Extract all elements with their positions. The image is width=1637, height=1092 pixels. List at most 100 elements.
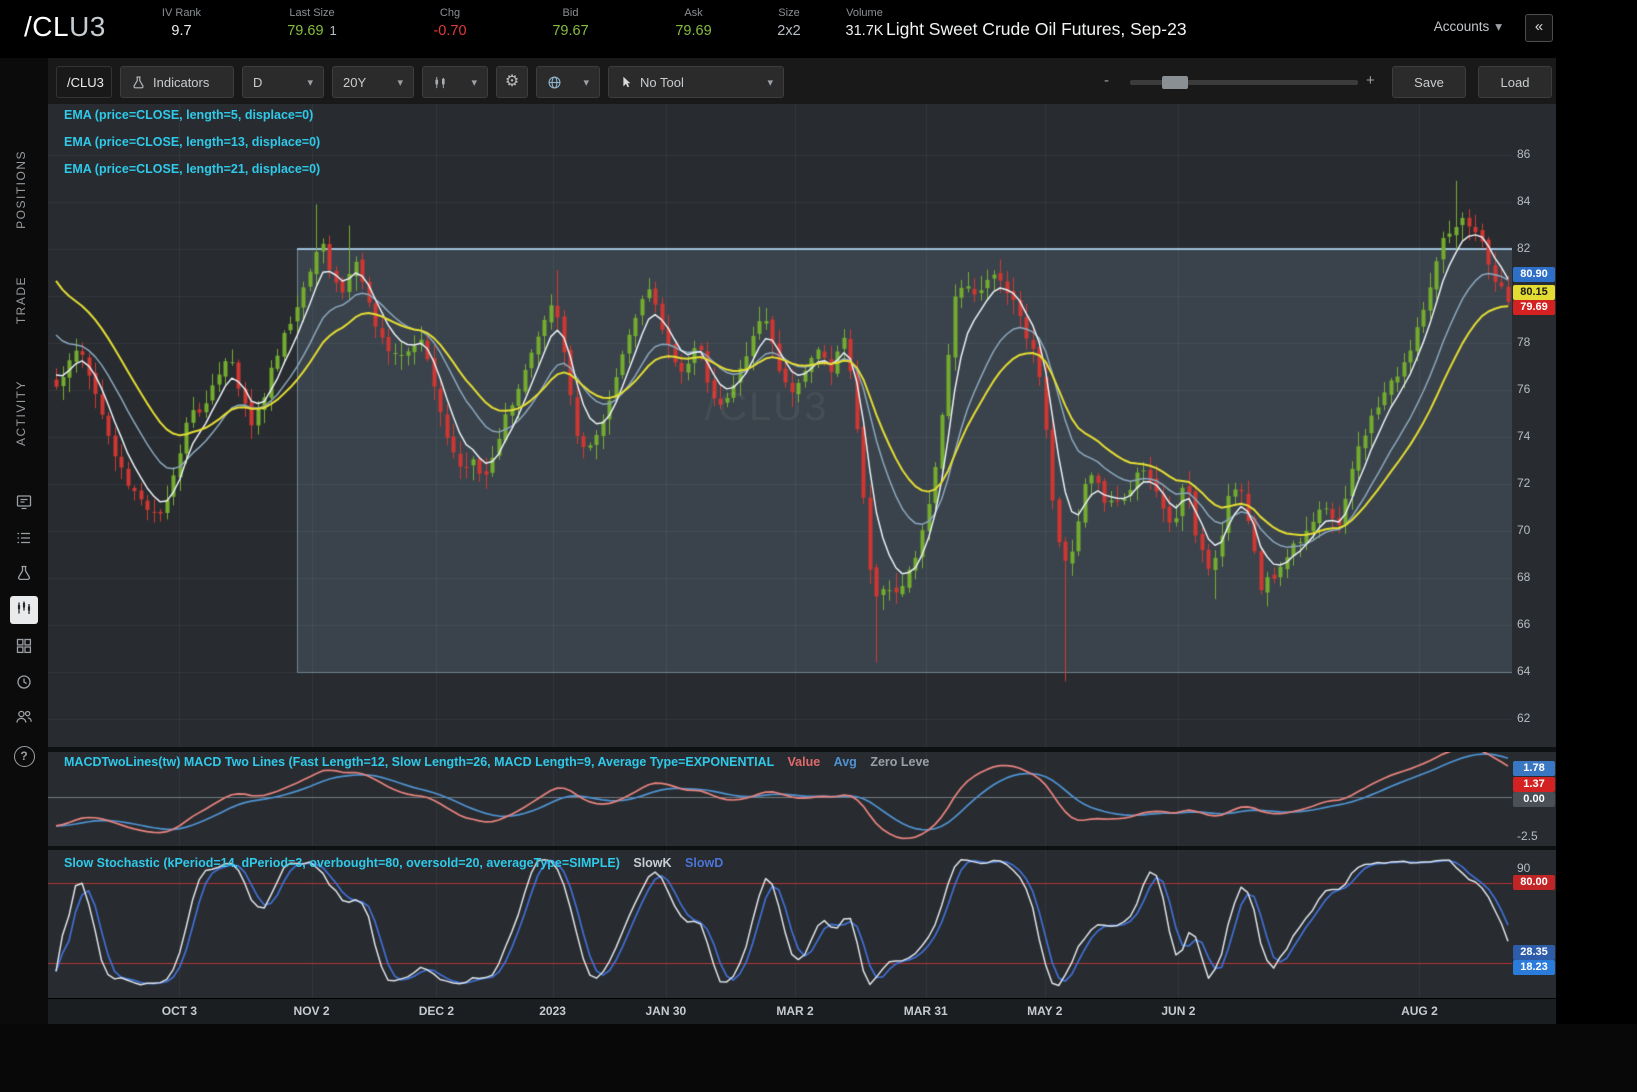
stochastic-title[interactable]: Slow Stochastic (kPeriod=14, dPeriod=3, … <box>64 856 620 870</box>
sidebar-community-button[interactable] <box>10 705 38 733</box>
bottom-band: ◂ ▸ ▸ <box>0 1024 1637 1092</box>
axis-value-badge: 1.37 <box>1513 776 1555 792</box>
quote-stat-value: 31.7K <box>845 23 884 39</box>
axis-tick-label: 82 <box>1517 241 1531 255</box>
zoom-slider-thumb[interactable] <box>1162 76 1188 89</box>
symbol-root: /CL <box>24 11 70 42</box>
zoom-slider[interactable] <box>1130 76 1358 89</box>
macd-legend-avg: Avg <box>833 755 857 769</box>
chevron-down-icon: ▾ <box>583 76 589 89</box>
quote-stats: IV Rank 9.7 Last Size 79.69 1 Chg -0.70 Bid 79.6… <box>130 7 906 39</box>
sidebar-dashboard-button[interactable] <box>10 634 38 662</box>
stochastic-chart-canvas[interactable] <box>48 850 1512 998</box>
ema-study-label[interactable]: EMA (price=CLOSE, length=5, displace=0) <box>64 108 314 122</box>
ema-study-label[interactable]: EMA (price=CLOSE, length=13, displace=0) <box>64 135 321 149</box>
quote-stat: Last Size 79.69 1 <box>233 7 391 39</box>
sidebar-orders-button[interactable] <box>10 526 38 554</box>
axis-value-badge: 1.78 <box>1513 761 1555 777</box>
collapse-icon: « <box>1534 18 1544 35</box>
quote-stat-label: Ask <box>684 7 703 19</box>
drawing-tool-dropdown[interactable]: No Tool ▾ <box>608 66 784 98</box>
ema-study-label[interactable]: EMA (price=CLOSE, length=21, displace=0) <box>64 162 321 176</box>
accounts-label: Accounts <box>1433 19 1490 34</box>
sidebar-help-button[interactable]: ? <box>10 742 38 770</box>
flask-icon <box>15 564 33 587</box>
quote-stat-label: Last Size <box>289 7 335 19</box>
load-button[interactable]: Load <box>1478 66 1552 98</box>
range-value: 20Y <box>343 74 367 90</box>
macd-axis[interactable]: -2.5 1.78 1.37 0.00 <box>1512 752 1556 846</box>
grid-icon <box>15 637 33 660</box>
axis-value-badge: 80.15 <box>1513 284 1555 300</box>
header-symbol[interactable]: /CLU3 <box>24 11 106 43</box>
time-axis-label: JAN 30 <box>645 1004 687 1018</box>
help-icon: ? <box>13 745 35 767</box>
left-sidebar: POSITIONS TRADE ACTIVITY ? <box>0 58 48 1092</box>
sidebar-charts-button[interactable] <box>10 596 38 624</box>
time-axis-label: AUG 2 <box>1401 1004 1438 1018</box>
macd-study-label: MACDTwoLines(tw) MACD Two Lines (Fast Le… <box>64 755 929 769</box>
stochastic-axis[interactable]: 90 80.00 28.35 18.23 <box>1512 850 1556 998</box>
range-dropdown[interactable]: 20Y ▾ <box>332 66 414 98</box>
flask-icon <box>131 75 146 90</box>
timeframe-value: D <box>253 74 263 90</box>
price-chart-canvas[interactable] <box>48 104 1512 747</box>
accounts-dropdown[interactable]: Accounts ▾ <box>1434 19 1502 35</box>
axis-value-badge: 80.90 <box>1513 267 1555 283</box>
candlestick-chart-icon <box>15 599 33 622</box>
sidebar-tab-trade[interactable]: TRADE <box>14 276 28 325</box>
quote-stat: IV Rank 9.7 <box>130 7 233 39</box>
panel-divider[interactable] <box>48 846 1556 850</box>
time-axis-label: MAY 2 <box>1027 1004 1063 1018</box>
quote-stat-value: 79.69 <box>675 23 712 39</box>
save-button[interactable]: Save <box>1392 66 1466 98</box>
time-axis[interactable]: OCT 3 NOV 2 DEC 2 2023 JAN 30 MAR 2 MAR 31 MAY … <box>48 998 1556 1024</box>
indicators-button[interactable]: Indicators <box>120 66 234 98</box>
panel-divider[interactable] <box>48 747 1556 752</box>
axis-value-badge: 80.00 <box>1513 875 1555 891</box>
collapse-panel-button[interactable]: « <box>1525 14 1553 42</box>
zoom-out-button[interactable]: - <box>1104 72 1109 89</box>
chart-settings-button[interactable]: ⚙ <box>496 66 528 98</box>
header: /CLU3 IV Rank 9.7 Last Size 79.69 1 Chg -0.70 B… <box>0 0 1637 58</box>
axis-tick-label: 66 <box>1517 617 1531 631</box>
chart-style-dropdown[interactable]: ▾ <box>536 66 600 98</box>
candlestick-icon <box>433 75 448 90</box>
axis-tick-label: 84 <box>1517 194 1531 208</box>
time-axis-label: MAR 31 <box>903 1004 948 1018</box>
sidebar-history-button[interactable] <box>10 670 38 698</box>
axis-tick-label: 90 <box>1517 861 1531 876</box>
quote-stat-value: 9.7 <box>171 23 192 39</box>
sidebar-tab-activity[interactable]: ACTIVITY <box>14 380 28 447</box>
axis-tick-label: 76 <box>1517 382 1531 396</box>
quote-stat-label: IV Rank <box>161 7 202 19</box>
quote-stat-label: Chg <box>439 7 461 19</box>
timeframe-dropdown[interactable]: D ▾ <box>242 66 324 98</box>
price-axis[interactable]: 8684828078767472706866646280.9080.1579.6… <box>1512 104 1556 747</box>
time-axis-label: JUN 2 <box>1161 1004 1196 1018</box>
axis-tick-label: 72 <box>1517 476 1531 490</box>
macd-title[interactable]: MACDTwoLines(tw) MACD Two Lines (Fast Le… <box>64 755 775 769</box>
axis-tick-label: 64 <box>1517 664 1531 678</box>
axis-tick-label: 74 <box>1517 429 1531 443</box>
axis-value-badge: 0.00 <box>1513 792 1555 808</box>
quote-stat: Ask 79.69 <box>632 7 755 39</box>
macd-legend-value: Value <box>787 755 821 769</box>
sidebar-quotes-button[interactable] <box>10 490 38 518</box>
axis-tick-label: 86 <box>1517 147 1531 161</box>
chart-symbol-input[interactable]: /CLU3 <box>56 66 112 98</box>
monitor-icon <box>15 493 33 516</box>
chevron-down-icon: ▾ <box>471 76 477 89</box>
sidebar-tab-positions[interactable]: POSITIONS <box>14 150 28 229</box>
chart-symbol-value: /CLU3 <box>67 74 104 90</box>
quote-stat: Volume 31.7K <box>823 7 906 39</box>
sidebar-analyze-button[interactable] <box>10 561 38 589</box>
stochastic-study-label: Slow Stochastic (kPeriod=14, dPeriod=3, … <box>64 856 723 870</box>
axis-tick-label: 78 <box>1517 335 1531 349</box>
quote-stat: Bid 79.67 <box>509 7 632 39</box>
macd-legend-zeroline: Zero Leve <box>870 755 930 769</box>
zoom-in-button[interactable]: + <box>1366 72 1375 89</box>
chart-type-dropdown[interactable]: ▾ <box>422 66 488 98</box>
macd-chart-canvas[interactable] <box>48 752 1512 846</box>
